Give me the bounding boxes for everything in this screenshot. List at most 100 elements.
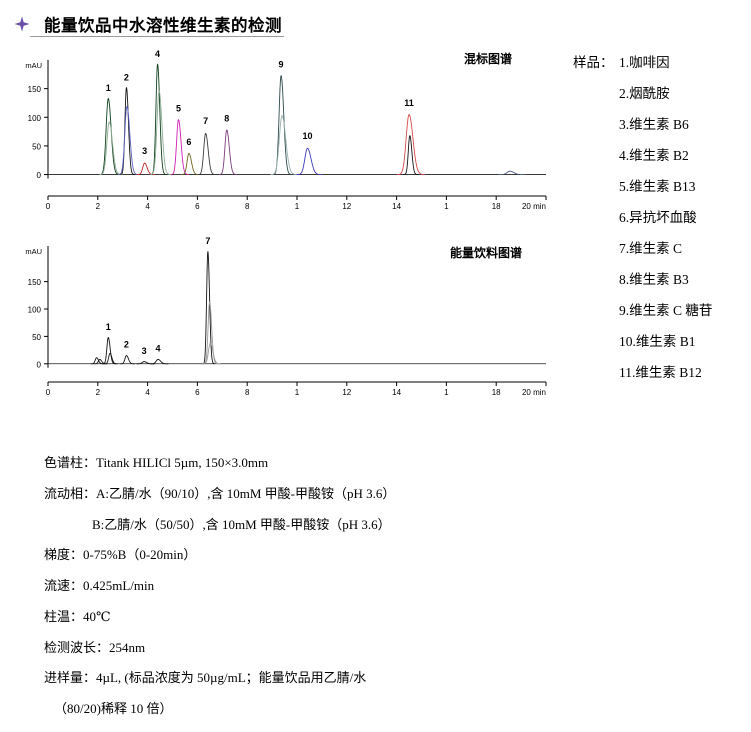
svg-text:10: 10 — [302, 131, 312, 141]
method-line-mobile-phase-b: B:乙腈/水（50/50）,含 10mM 甲酸-甲酸铵（pH 3.6） — [92, 516, 391, 532]
svg-text:4: 4 — [156, 344, 161, 354]
legend-spacer — [573, 242, 619, 257]
method-line-gradient: 梯度：0-75%B（0-20min） — [44, 547, 197, 563]
legend-item-1: 1.咖啡因 — [619, 55, 670, 70]
svg-text:6: 6 — [195, 202, 200, 211]
svg-text:3: 3 — [142, 146, 147, 156]
method-line-flow-rate: 流速：0.425mL/min — [44, 578, 155, 593]
title-divider — [30, 36, 284, 37]
svg-text:1: 1 — [106, 83, 111, 93]
svg-text:7: 7 — [203, 116, 208, 126]
chromatogram-energy-drink: 0 50 100 150 mAU 0 2 4 6 8 1 12 14 1 18 20 min 1 2 3 4 7 能量饮… — [14, 230, 552, 402]
legend-row: 5.维生素 B13 — [573, 179, 748, 195]
svg-text:18: 18 — [492, 202, 501, 211]
legend-row: 3.维生素 B6 — [573, 117, 748, 133]
svg-text:1: 1 — [295, 388, 300, 397]
legend-item-7: 7.维生素 C — [619, 241, 683, 257]
svg-text:14: 14 — [392, 202, 401, 211]
four-point-star-icon — [14, 16, 30, 32]
method-line-column-temperature: 柱温：40℃ — [44, 608, 111, 624]
legend-item-11: 11.维生素 B12 — [619, 365, 702, 381]
svg-text:150: 150 — [28, 85, 42, 94]
svg-text:0: 0 — [46, 202, 51, 211]
svg-text:150: 150 — [28, 278, 42, 287]
svg-text:50: 50 — [32, 142, 41, 151]
chromatogram-standard-mix: 0 50 100 150 mAU 0 2 4 6 8 1 12 14 1 18 20 min 1 2 3 4 5 6 7 8 9… — [14, 44, 552, 212]
svg-text:50: 50 — [32, 333, 41, 342]
svg-text:2: 2 — [124, 339, 129, 349]
legend-item-9: 9.维生素 C 糖苷 — [619, 303, 713, 319]
svg-text:12: 12 — [342, 388, 351, 397]
svg-text:0: 0 — [37, 360, 42, 369]
legend-spacer — [573, 180, 619, 195]
legend-row: 8.维生素 B3 — [573, 272, 748, 288]
page-title: 能量饮品中水溶性维生素的检测 — [44, 17, 282, 35]
legend-spacer — [573, 118, 619, 133]
svg-text:0: 0 — [37, 171, 42, 180]
page-root: 能量饮品中水溶性维生素的检测 0 50 100 150 mAU 0 2 4 6 8 1 12 14 1 18… — [14, 12, 748, 716]
legend-item-2: 2.烟酰胺 — [619, 86, 670, 102]
svg-text:12: 12 — [342, 202, 351, 211]
chart-2-caption: 能量饮料图谱 — [449, 246, 522, 260]
svg-text:5: 5 — [176, 104, 181, 114]
legend-row: 10.维生素 B1 — [573, 334, 748, 350]
svg-text:4: 4 — [155, 49, 160, 59]
svg-text:6: 6 — [186, 137, 191, 147]
legend-spacer — [573, 304, 619, 319]
svg-text:2: 2 — [96, 388, 101, 397]
svg-text:1: 1 — [295, 202, 300, 211]
chart-1-caption: 混标图谱 — [463, 52, 512, 66]
method-line-injection-volume: 进样量：4µL, (标品浓度为 50µg/mL；能量饮品用乙腈/水 — [44, 670, 367, 686]
svg-text:2: 2 — [96, 202, 101, 211]
legend-item-6: 6.异抗坏血酸 — [619, 210, 697, 226]
svg-text:20 min: 20 min — [522, 388, 546, 397]
svg-text:8: 8 — [245, 202, 250, 211]
legend-item-5: 5.维生素 B13 — [619, 179, 696, 195]
svg-text:6: 6 — [195, 388, 200, 397]
legend-row: 9.维生素 C 糖苷 — [573, 303, 748, 319]
legend-spacer — [573, 335, 619, 350]
legend-item-4: 4.维生素 B2 — [619, 148, 689, 164]
page-title-row: 能量饮品中水溶性维生素的检测 — [14, 12, 282, 36]
legend-spacer — [573, 211, 619, 226]
svg-text:100: 100 — [28, 114, 42, 123]
svg-text:4: 4 — [145, 202, 150, 211]
svg-text:4: 4 — [145, 388, 150, 397]
sample-legend: 样品： 1.咖啡因 2.烟酰胺 3.维生素 B6 4.维生素 B2 5.维生素 … — [573, 55, 748, 397]
svg-text:1: 1 — [444, 202, 449, 211]
svg-text:8: 8 — [224, 113, 229, 123]
legend-row: 样品： 1.咖啡因 — [573, 55, 748, 71]
method-line-wavelength: 检测波长：254nm — [44, 639, 146, 655]
svg-text:1: 1 — [444, 388, 449, 397]
svg-text:mAU: mAU — [25, 61, 42, 70]
legend-row: 2.烟酰胺 — [573, 86, 748, 102]
svg-text:0: 0 — [46, 388, 51, 397]
method-parameters: 色谱柱：Titank HILICl 5µm, 150×3.0mm 流动相：A:乙… — [44, 455, 464, 732]
method-line-mobile-phase-a: 流动相：A:乙腈/水（90/10）,含 10mM 甲酸-甲酸铵（pH 3.6） — [44, 485, 396, 501]
svg-text:11: 11 — [404, 98, 414, 108]
svg-text:9: 9 — [279, 59, 284, 69]
method-line-column: 色谱柱：Titank HILICl 5µm, 150×3.0mm — [44, 455, 269, 470]
legend-row: 4.维生素 B2 — [573, 148, 748, 164]
legend-spacer — [573, 149, 619, 164]
legend-spacer — [573, 273, 619, 288]
svg-text:18: 18 — [492, 388, 501, 397]
svg-text:100: 100 — [28, 306, 42, 315]
svg-text:3: 3 — [142, 346, 147, 356]
legend-row: 7.维生素 C — [573, 241, 748, 257]
legend-item-8: 8.维生素 B3 — [619, 272, 689, 288]
svg-text:1: 1 — [106, 322, 111, 332]
legend-header: 样品： — [573, 55, 614, 70]
svg-text:mAU: mAU — [25, 247, 42, 256]
svg-text:8: 8 — [245, 388, 250, 397]
legend-item-3: 3.维生素 B6 — [619, 117, 689, 133]
legend-row: 11.维生素 B12 — [573, 365, 748, 381]
svg-text:14: 14 — [392, 388, 401, 397]
legend-row: 6.异抗坏血酸 — [573, 210, 748, 226]
method-line-dilution: （80/20)稀释 10 倍） — [54, 701, 173, 716]
svg-text:7: 7 — [205, 236, 210, 246]
legend-spacer — [573, 87, 619, 102]
legend-spacer — [573, 366, 619, 381]
